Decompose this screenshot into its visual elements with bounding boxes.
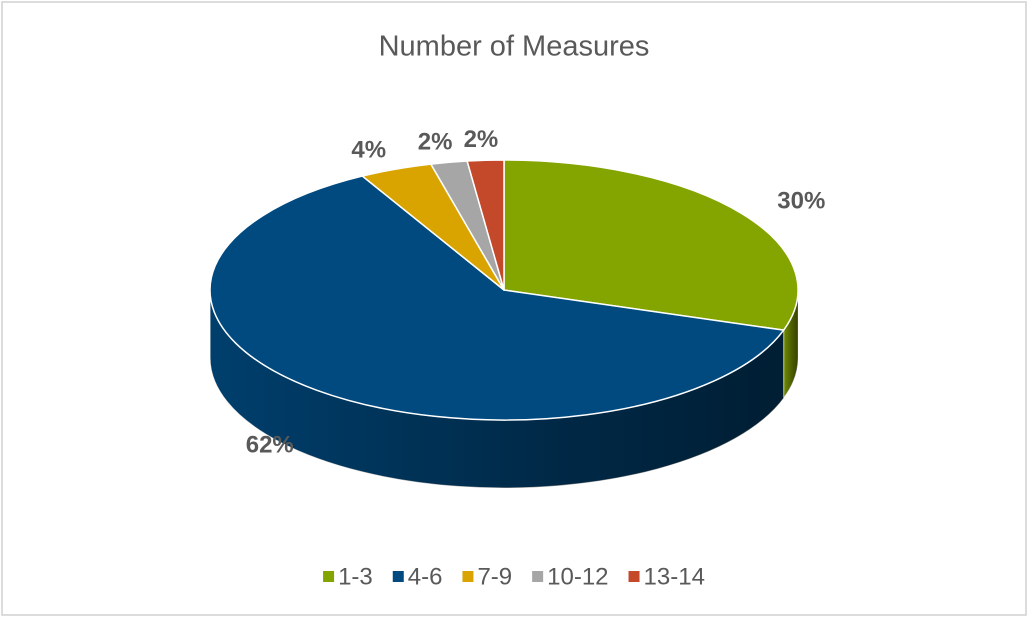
legend-swatch (462, 571, 474, 582)
legend-label: 10-12 (547, 563, 608, 590)
pie-slice (209, 175, 785, 421)
legend-label: 1-3 (338, 563, 373, 590)
legend: 1-3 4-6 7-9 10-12 13-14 (323, 563, 705, 590)
side-shade (209, 290, 784, 488)
data-label: 2% (464, 126, 499, 153)
data-label: 4% (351, 136, 386, 163)
data-label: 30% (777, 187, 825, 214)
legend-label: 7-9 (477, 563, 512, 590)
data-label: 2% (418, 128, 453, 155)
legend-swatch (392, 571, 404, 582)
legend-swatch (628, 571, 640, 582)
side-shade (783, 290, 798, 399)
pie-slice (466, 159, 505, 291)
legend-label: 13-14 (644, 563, 705, 590)
legend-label: 4-6 (408, 563, 443, 590)
legend-swatch (323, 571, 335, 582)
legend-swatch (532, 571, 544, 582)
data-label: 62% (246, 431, 294, 458)
chart-title: Number of Measures (379, 31, 650, 63)
pie-slice (503, 159, 799, 331)
